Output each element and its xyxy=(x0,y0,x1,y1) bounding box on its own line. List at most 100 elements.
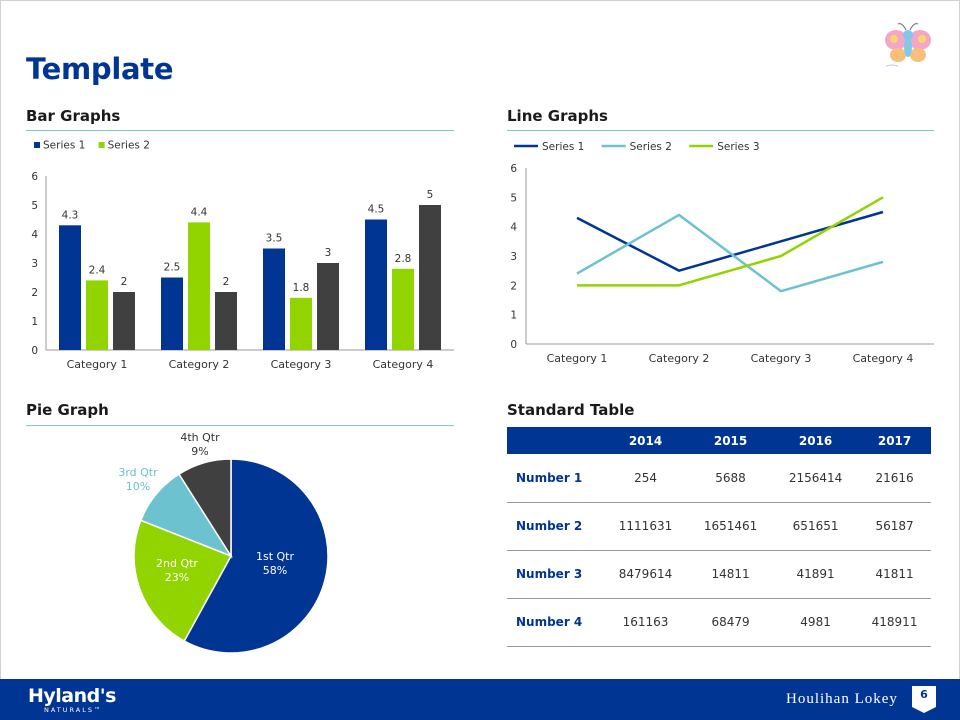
bar xyxy=(161,277,183,350)
table-row: Number 4 161163 68479 4981 418911 xyxy=(507,598,931,647)
standard-table: 2014 2015 2016 2017 Number 1 254 5688 21… xyxy=(507,427,931,647)
legend-label: Series 1 xyxy=(542,141,584,153)
y-tick-label: 2 xyxy=(510,280,517,292)
x-tick-label: Category 3 xyxy=(751,352,812,365)
x-tick-label: Category 4 xyxy=(853,352,914,365)
bar xyxy=(365,219,387,350)
y-tick-label: 4 xyxy=(31,229,38,241)
table-row-label: Number 4 xyxy=(507,598,603,647)
y-tick-label: 4 xyxy=(510,222,517,234)
pie-slice-pct: 10% xyxy=(126,480,150,493)
y-tick-label: 5 xyxy=(31,200,38,212)
bar-data-label: 2.8 xyxy=(395,253,412,265)
footer-bar: Hyland's NATURALS™ Houlihan Lokey 6 xyxy=(0,679,960,720)
legend-label: Series 2 xyxy=(630,141,672,153)
y-tick-label: 3 xyxy=(510,251,517,263)
bar-data-label: 1.8 xyxy=(293,282,310,294)
pie-slice-label: 3rd Qtr xyxy=(118,466,158,479)
bar xyxy=(188,222,210,350)
bar-data-label: 4.4 xyxy=(191,206,208,218)
y-tick-label: 6 xyxy=(31,171,38,183)
line-graphs-rule xyxy=(507,130,934,131)
y-tick-label: 1 xyxy=(31,316,38,328)
legend-label: Series 3 xyxy=(717,141,759,153)
bar xyxy=(59,225,81,350)
pie-slice-label: 2nd Qtr xyxy=(156,557,198,570)
standard-table-heading: Standard Table xyxy=(507,401,635,419)
table-header-cell: 2015 xyxy=(688,427,774,454)
bar xyxy=(392,268,414,350)
legend-swatch xyxy=(34,142,40,148)
y-tick-label: 6 xyxy=(510,163,517,175)
table-cell: 2156414 xyxy=(773,454,859,503)
pie-slice xyxy=(177,458,232,559)
table-header-row: 2014 2015 2016 2017 xyxy=(507,427,931,454)
bar-data-label: 2 xyxy=(223,276,230,288)
table-cell: 161163 xyxy=(603,598,689,647)
table-cell: 4981 xyxy=(773,598,859,647)
bar xyxy=(263,248,285,350)
x-tick-label: Category 2 xyxy=(649,352,710,365)
bar xyxy=(419,205,441,350)
bar-graphs-rule xyxy=(26,130,454,131)
table-cell: 68479 xyxy=(688,598,774,647)
table-header-cell xyxy=(507,427,603,454)
houlihan-lokey-logo: Houlihan Lokey xyxy=(786,691,898,707)
x-tick-label: Category 3 xyxy=(271,358,332,371)
table-cell: 56187 xyxy=(858,502,931,551)
bar xyxy=(113,292,135,350)
table-row: Number 1 254 5688 2156414 21616 xyxy=(507,454,931,503)
pie-graph-rule xyxy=(26,425,454,426)
x-tick-label: Category 1 xyxy=(67,358,128,371)
series-line xyxy=(576,210,884,272)
table-header-cell: 2017 xyxy=(858,427,931,454)
y-tick-label: 2 xyxy=(31,287,38,299)
table-cell: 21616 xyxy=(858,454,931,503)
y-tick-label: 1 xyxy=(510,310,517,322)
table-cell: 418911 xyxy=(858,598,931,647)
x-tick-label: Category 2 xyxy=(169,358,230,371)
bar-graphs-heading: Bar Graphs xyxy=(26,107,121,125)
pie-slice-pct: 58% xyxy=(263,564,287,577)
pie-slice-label: 4th Qtr xyxy=(180,431,220,444)
table-cell: 8479614 xyxy=(603,550,689,599)
table-cell: 1111631 xyxy=(603,502,689,551)
table-cell: 41811 xyxy=(858,550,931,599)
pie-slice xyxy=(133,519,233,643)
table-header-cell: 2016 xyxy=(773,427,859,454)
y-tick-label: 3 xyxy=(31,258,38,270)
bar-data-label: 2 xyxy=(121,276,128,288)
pie-slice-pct: 23% xyxy=(165,571,189,584)
page-number-badge xyxy=(912,686,936,713)
table-cell: 254 xyxy=(603,454,689,503)
bar-data-label: 2.5 xyxy=(164,262,181,274)
table-row: Number 2 1111631 1651461 651651 56187 xyxy=(507,502,931,551)
table-cell: 1651461 xyxy=(688,502,774,551)
table-row: Number 3 8479614 14811 41891 41811 xyxy=(507,550,931,599)
table-row-label: Number 2 xyxy=(507,502,603,551)
table-cell: 14811 xyxy=(688,550,774,599)
bar-data-label: 3 xyxy=(325,247,332,259)
bar xyxy=(290,297,312,350)
x-tick-label: Category 4 xyxy=(373,358,434,371)
table-row-label: Number 1 xyxy=(507,454,603,503)
bar xyxy=(215,292,237,350)
pie-slice-pct: 9% xyxy=(191,445,208,458)
table-cell: 5688 xyxy=(688,454,774,503)
bar-data-label: 3.5 xyxy=(266,233,283,245)
table-header-cell: 2014 xyxy=(603,427,689,454)
y-tick-label: 0 xyxy=(31,345,38,357)
page-title: Template xyxy=(26,52,174,86)
line-graphs-heading: Line Graphs xyxy=(507,107,608,125)
table-row-label: Number 3 xyxy=(507,550,603,599)
hylands-logo: Hyland's xyxy=(28,685,116,707)
line-chart: Series 1 Series 2 Series 3 0 1 2 3 4 5 6 Category … xyxy=(510,141,934,365)
x-tick-label: Category 1 xyxy=(547,352,608,365)
bar-data-label: 2.4 xyxy=(89,264,106,276)
pie-slice xyxy=(183,458,329,654)
bar-data-label: 4.3 xyxy=(62,209,79,221)
butterfly-icon xyxy=(885,23,931,67)
bar-chart: Series 1 Series 2 0 1 2 3 4 5 6 4.3 2.4 2 Category 1… xyxy=(31,140,454,371)
y-tick-label: 0 xyxy=(510,339,517,351)
